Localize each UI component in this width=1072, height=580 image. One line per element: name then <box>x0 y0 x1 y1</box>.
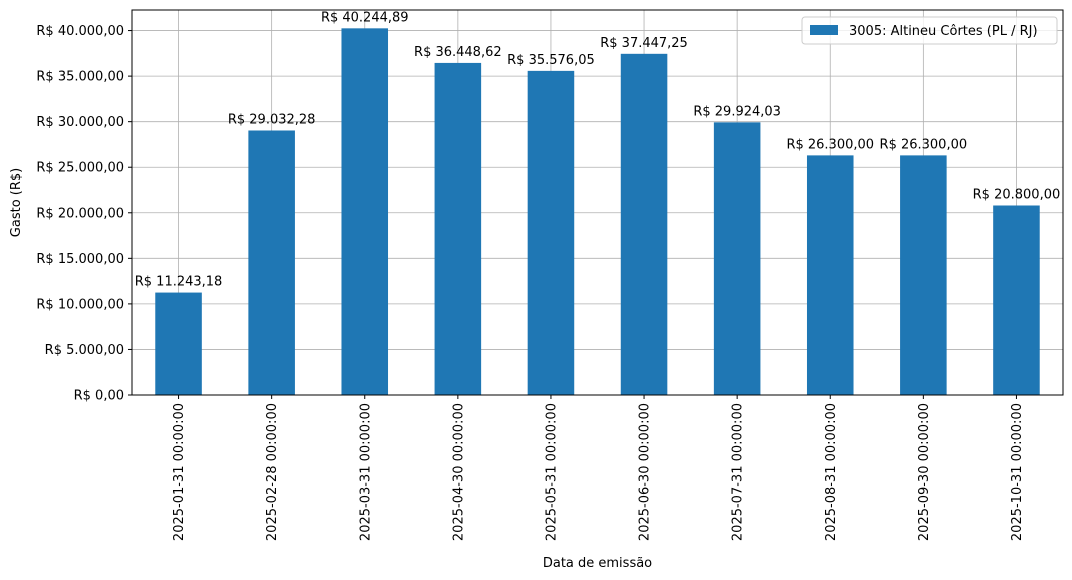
bar-value-label: R$ 29.032,28 <box>228 112 316 127</box>
bar <box>993 205 1040 395</box>
bar <box>900 155 947 395</box>
bar-value-label: R$ 36.448,62 <box>414 45 502 60</box>
y-tick-label: R$ 5.000,00 <box>45 343 124 358</box>
bar-value-label: R$ 11.243,18 <box>135 275 223 290</box>
x-tick-label: 2025-03-31 00:00:00 <box>358 403 373 541</box>
bar-value-label: R$ 29.924,03 <box>693 104 781 119</box>
bar-value-label: R$ 35.576,05 <box>507 53 595 68</box>
legend: 3005: Altineu Côrtes (PL / RJ) <box>801 16 1058 45</box>
bar <box>620 53 668 396</box>
bar <box>155 292 202 395</box>
y-axis-title: Gasto (R$) <box>9 168 24 237</box>
bars <box>155 28 1040 396</box>
x-tick-label: 2025-02-28 00:00:00 <box>265 403 280 541</box>
y-tick-label: R$ 30.000,00 <box>36 115 124 130</box>
legend-box <box>801 16 1058 45</box>
x-tick-label: 2025-10-31 00:00:00 <box>1010 403 1025 541</box>
bar <box>527 70 575 396</box>
y-tick-label: R$ 20.000,00 <box>36 206 124 221</box>
y-tick-label: R$ 10.000,00 <box>36 297 124 312</box>
plot-frame <box>131 9 1064 396</box>
bar-value-label: R$ 26.300,00 <box>880 137 968 152</box>
data-labels: R$ 11.243,18 R$ 29.032,28 R$ 40.244,89 R$ 3… <box>135 10 1061 289</box>
x-tick-label: 2025-06-30 00:00:00 <box>638 403 653 541</box>
x-tick-label: 2025-01-31 00:00:00 <box>172 403 187 541</box>
bar <box>434 62 482 395</box>
x-tick-label: 2025-09-30 00:00:00 <box>917 403 932 541</box>
x-tick-label: 2025-08-31 00:00:00 <box>824 403 839 541</box>
bar <box>248 130 295 395</box>
x-tick-label: 2025-07-31 00:00:00 <box>731 403 746 541</box>
bar <box>713 122 761 396</box>
y-axis-ticks: R$ 0,00 R$ 5.000,00 R$ 10.000,00 R$ 15.000,… <box>36 24 132 404</box>
bar <box>806 155 854 395</box>
legend-swatch <box>810 25 838 35</box>
x-axis-ticks: 2025-01-31 00:00:00 2025-02-28 00:00:00 20… <box>172 395 1025 541</box>
legend-label: 3005: Altineu Côrtes (PL / RJ) <box>849 24 1038 39</box>
y-tick-label: R$ 15.000,00 <box>36 252 124 267</box>
y-tick-label: R$ 35.000,00 <box>36 70 124 85</box>
bar-value-label: R$ 26.300,00 <box>786 137 874 152</box>
x-tick-label: 2025-05-31 00:00:00 <box>544 403 559 541</box>
x-axis-title: Data de emissão <box>543 556 652 571</box>
y-tick-label: R$ 0,00 <box>74 389 124 404</box>
bar <box>341 28 389 396</box>
y-tick-label: R$ 25.000,00 <box>36 161 124 176</box>
bar-value-label: R$ 20.800,00 <box>973 187 1061 202</box>
x-tick-label: 2025-04-30 00:00:00 <box>451 403 466 541</box>
bar-value-label: R$ 37.447,25 <box>600 36 688 51</box>
y-tick-label: R$ 40.000,00 <box>36 24 124 39</box>
bar-value-label: R$ 40.244,89 <box>321 10 409 25</box>
